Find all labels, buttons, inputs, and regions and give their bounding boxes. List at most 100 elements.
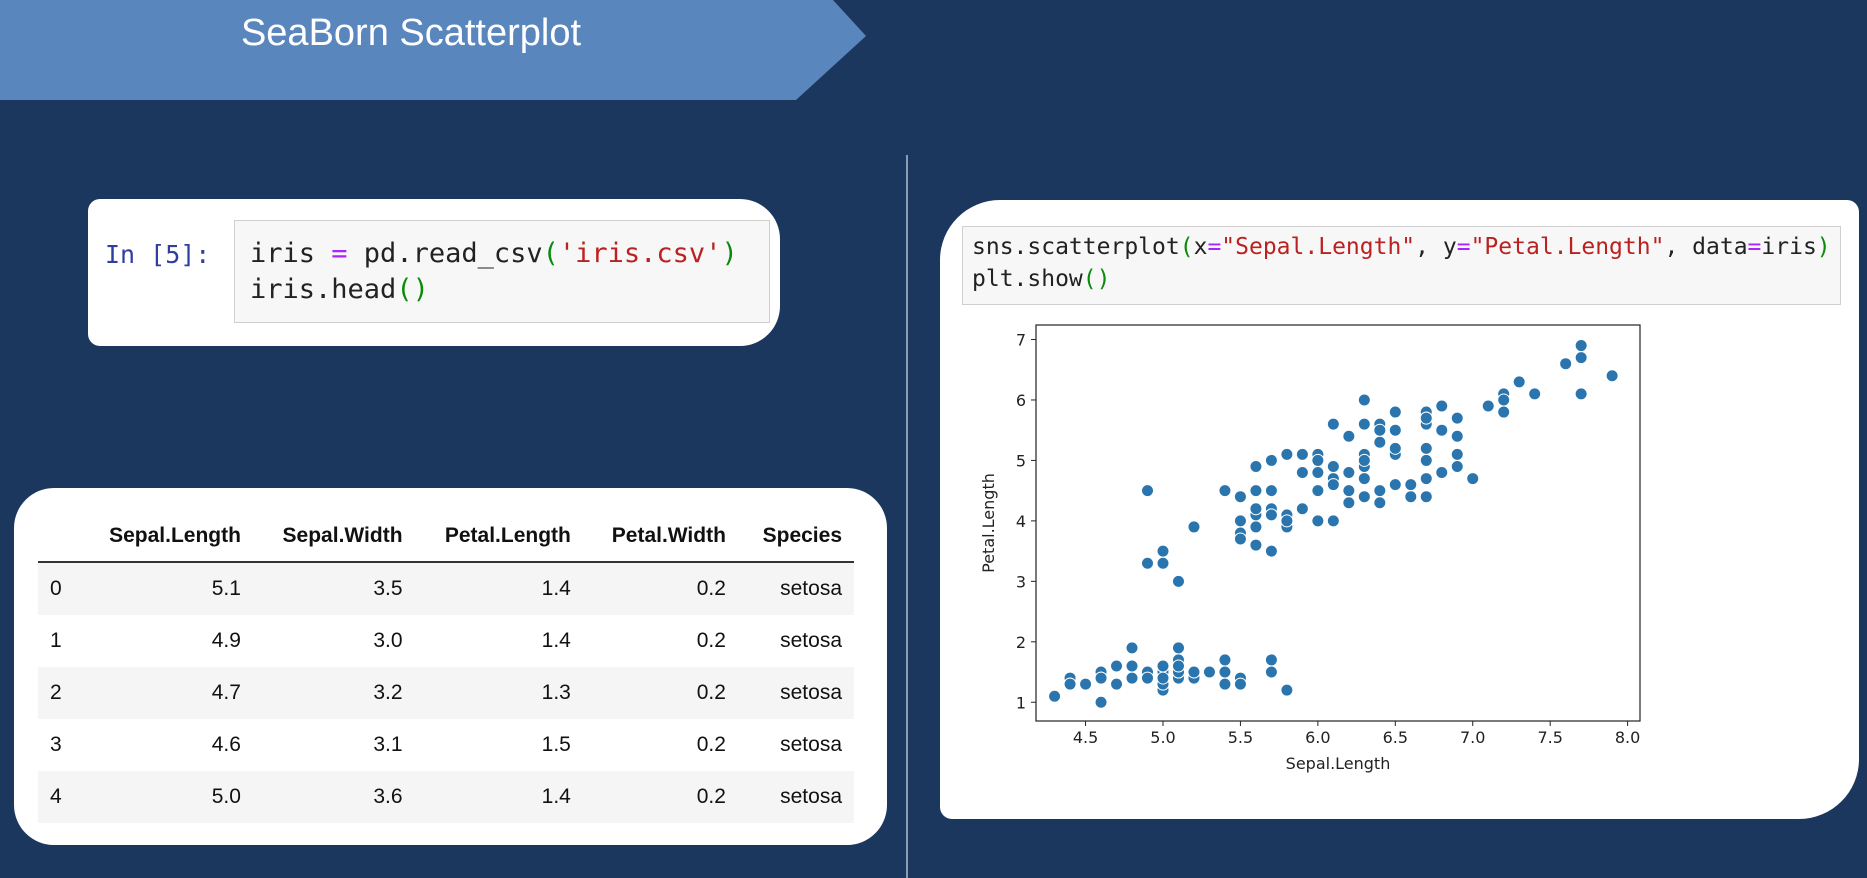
point (1450, 459, 1464, 473)
code-token: x (1193, 234, 1208, 260)
point (1450, 429, 1464, 443)
table-row: 3 4.6 3.1 1.5 0.2 setosa (38, 719, 854, 771)
point (1280, 447, 1294, 461)
point (1342, 484, 1356, 498)
point (1373, 496, 1387, 510)
table-cell: 0.2 (582, 667, 738, 719)
divider (906, 155, 908, 878)
point (1357, 490, 1371, 504)
code-token: ) (721, 238, 738, 269)
point (1218, 484, 1232, 498)
code-token: iris (250, 238, 332, 269)
table-cell: 1.4 (414, 771, 583, 823)
table-cell: 3.1 (373, 733, 403, 756)
point (1171, 659, 1185, 673)
point (1156, 659, 1170, 673)
x-tick-label: 5.0 (1150, 728, 1175, 747)
column-header: Petal.Length (414, 511, 583, 563)
point (1574, 339, 1588, 353)
point (1187, 520, 1201, 534)
table-cell: setosa (780, 733, 842, 756)
point (1326, 459, 1340, 473)
table-cell: 1.3 (414, 667, 583, 719)
table-row: 1 4.9 3.0 1.4 0.2 setosa (38, 615, 854, 667)
point (1388, 441, 1402, 455)
code-token: "Petal.Length" (1470, 234, 1665, 260)
code-token: = (331, 238, 348, 269)
column-header: Sepal.Width (252, 511, 415, 563)
table-cell: 3.0 (373, 629, 403, 652)
point (1326, 514, 1340, 528)
title-banner (0, 0, 866, 100)
table-cell: setosa (737, 562, 854, 615)
point (1357, 417, 1371, 431)
x-tick-label: 5.5 (1228, 728, 1253, 747)
y-tick-label: 7 (1016, 331, 1026, 350)
point (1528, 387, 1542, 401)
data-table: Sepal.Length Sepal.Width Petal.Length Petal… (38, 511, 854, 823)
point (1094, 671, 1108, 685)
point (1481, 399, 1495, 413)
point (1141, 671, 1155, 685)
code-token: sns.scatterplot (972, 234, 1180, 260)
point (1605, 369, 1619, 383)
row-index: 0 (38, 562, 79, 615)
point (1419, 453, 1433, 467)
point (1357, 453, 1371, 467)
code-token: 'iris.csv' (558, 238, 722, 269)
y-tick-label: 4 (1016, 512, 1026, 531)
code-line: plt.show() (972, 266, 1111, 292)
point (1233, 490, 1247, 504)
point (1419, 490, 1433, 504)
point (1171, 641, 1185, 655)
table-row: 2 4.7 3.2 1.3 0.2 setosa (38, 667, 854, 719)
point (1419, 472, 1433, 486)
point (1373, 435, 1387, 449)
x-tick-label: 6.5 (1383, 728, 1408, 747)
point (1249, 538, 1263, 552)
point (1218, 677, 1232, 691)
row-index: 4 (38, 771, 79, 823)
table-cell: 3.2 (252, 667, 415, 719)
point (1357, 393, 1371, 407)
table-cell: 4.6 (211, 733, 241, 756)
row-index: 2 (38, 667, 79, 719)
point (1171, 574, 1185, 588)
x-tick-label: 6.0 (1305, 728, 1330, 747)
point (1295, 502, 1309, 516)
row-index: 3 (50, 733, 62, 756)
x-axis-label: Sepal.Length (1286, 754, 1391, 773)
point (1187, 665, 1201, 679)
code-line: sns.scatterplot(x="Sepal.Length", y="Pet… (972, 234, 1831, 260)
code-token: plt.show (972, 266, 1083, 292)
column-header: Sepal.Length (78, 511, 253, 563)
table-row: 0 5.1 3.5 1.4 0.2 setosa (38, 562, 854, 615)
point (1110, 659, 1124, 673)
point (1419, 411, 1433, 425)
point (1110, 677, 1124, 691)
point (1125, 659, 1139, 673)
point (1311, 453, 1325, 467)
point (1419, 441, 1433, 455)
y-axis-label: Petal.Length (979, 473, 998, 573)
code-token: ( (396, 274, 413, 305)
y-tick-label: 1 (1016, 693, 1026, 712)
point (1280, 514, 1294, 528)
table-row: 4 5.0 3.6 1.4 0.2 setosa (38, 771, 854, 823)
point (1264, 653, 1278, 667)
code-token: "Sepal.Length" (1221, 234, 1416, 260)
point (1233, 514, 1247, 528)
code-token: , y (1415, 234, 1457, 260)
table-cell: 0.2 (582, 562, 738, 615)
code-token: iris.head (250, 274, 397, 305)
code-token: ( (542, 238, 559, 269)
x-tick-label: 7.5 (1537, 728, 1562, 747)
table-cell: 0.2 (696, 629, 726, 652)
y-tick-label: 2 (1016, 633, 1026, 652)
point (1218, 653, 1232, 667)
code-token: = (1747, 234, 1762, 260)
table-cell: 3.6 (252, 771, 415, 823)
code-token: pd.read_csv (347, 238, 543, 269)
point (1373, 484, 1387, 498)
code-token: ) (412, 274, 429, 305)
